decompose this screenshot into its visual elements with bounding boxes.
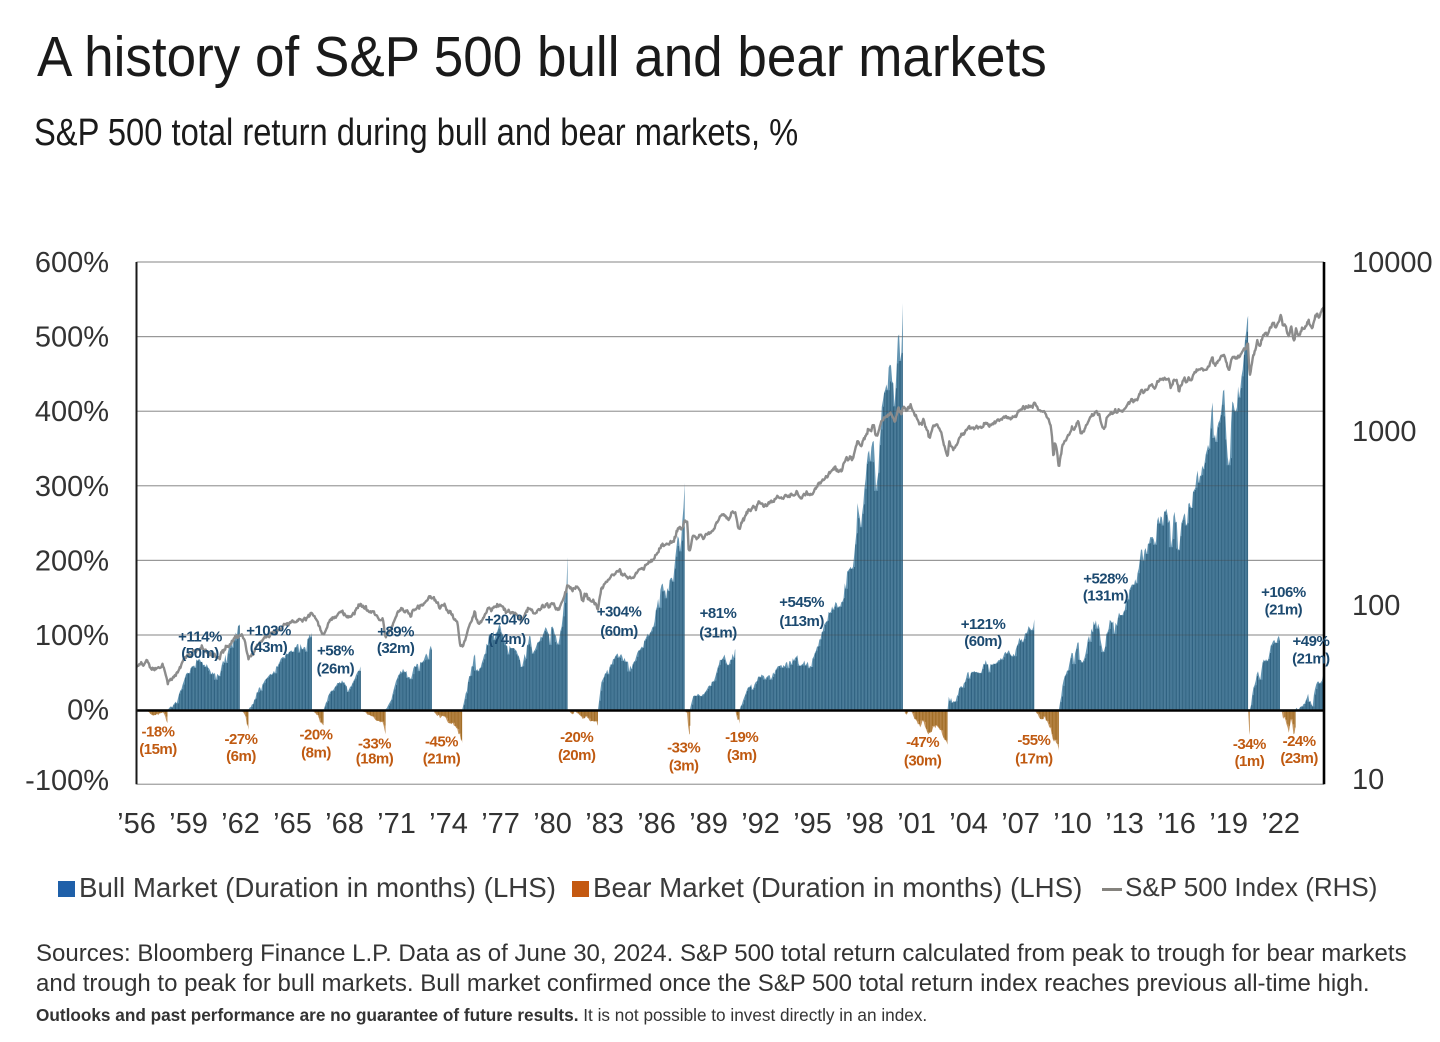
svg-text:’07: ’07	[1001, 808, 1040, 840]
svg-text:+545%: +545%	[779, 594, 824, 611]
svg-text:+304%: +304%	[597, 604, 642, 621]
svg-text:+49%: +49%	[1293, 633, 1330, 650]
svg-text:’77: ’77	[481, 808, 520, 840]
svg-text:’95: ’95	[793, 808, 832, 840]
svg-text:+58%: +58%	[317, 643, 354, 660]
svg-text:-20%: -20%	[299, 727, 332, 744]
svg-text:300%: 300%	[35, 471, 109, 503]
svg-text:(23m): (23m)	[1280, 750, 1318, 767]
svg-text:’89: ’89	[689, 808, 728, 840]
svg-text:(8m): (8m)	[301, 745, 331, 762]
svg-text:+204%: +204%	[485, 612, 530, 629]
svg-text:+81%: +81%	[700, 605, 737, 622]
svg-text:’13: ’13	[1105, 808, 1144, 840]
svg-text:100%: 100%	[35, 620, 109, 652]
svg-text:(31m): (31m)	[699, 624, 737, 641]
svg-text:’01: ’01	[897, 808, 936, 840]
svg-text:+528%: +528%	[1083, 571, 1128, 588]
svg-text:’92: ’92	[741, 808, 780, 840]
svg-text:(113m): (113m)	[779, 613, 824, 630]
svg-text:(18m): (18m)	[356, 751, 394, 768]
svg-text:-24%: -24%	[1283, 733, 1316, 750]
svg-text:(50m): (50m)	[181, 645, 219, 662]
svg-text:-45%: -45%	[425, 734, 458, 751]
svg-text:+114%: +114%	[178, 629, 222, 646]
svg-text:(43m): (43m)	[250, 639, 288, 656]
svg-text:’16: ’16	[1157, 808, 1196, 840]
svg-text:’98: ’98	[845, 808, 884, 840]
svg-text:+89%: +89%	[377, 624, 414, 641]
svg-text:(60m): (60m)	[600, 623, 638, 640]
svg-text:’80: ’80	[533, 808, 572, 840]
svg-text:’74: ’74	[429, 808, 468, 840]
svg-text:+121%: +121%	[961, 616, 1006, 633]
svg-text:’62: ’62	[221, 808, 260, 840]
svg-text:’04: ’04	[949, 808, 988, 840]
svg-text:-55%: -55%	[1017, 732, 1050, 749]
svg-text:(131m): (131m)	[1083, 587, 1129, 604]
svg-text:’19: ’19	[1209, 808, 1248, 840]
svg-text:(60m): (60m)	[964, 633, 1002, 650]
svg-text:-33%: -33%	[667, 739, 700, 756]
svg-text:500%: 500%	[35, 322, 109, 354]
svg-text:-20%: -20%	[560, 729, 593, 746]
svg-text:(6m): (6m)	[226, 748, 256, 765]
svg-text:(32m): (32m)	[377, 640, 415, 657]
svg-text:’83: ’83	[585, 808, 624, 840]
svg-text:1000: 1000	[1352, 416, 1417, 448]
svg-text:’68: ’68	[325, 808, 364, 840]
svg-text:(3m): (3m)	[727, 747, 757, 764]
svg-text:’86: ’86	[637, 808, 676, 840]
svg-text:10: 10	[1352, 764, 1384, 796]
svg-text:600%: 600%	[35, 247, 109, 279]
svg-text:0%: 0%	[67, 695, 109, 727]
svg-text:(74m): (74m)	[488, 631, 526, 648]
svg-text:200%: 200%	[35, 545, 109, 577]
svg-text:’71: ’71	[377, 808, 416, 840]
svg-text:100: 100	[1352, 590, 1400, 622]
svg-text:-27%: -27%	[224, 731, 257, 748]
svg-text:(21m): (21m)	[423, 751, 461, 768]
svg-text:-100%: -100%	[25, 765, 109, 797]
svg-text:-18%: -18%	[141, 724, 174, 741]
svg-text:400%: 400%	[35, 396, 109, 428]
svg-text:(1m): (1m)	[1235, 753, 1265, 770]
svg-text:(26m): (26m)	[317, 660, 355, 677]
svg-text:-19%: -19%	[725, 729, 758, 746]
svg-text:’65: ’65	[273, 808, 312, 840]
svg-text:+106%: +106%	[1261, 584, 1306, 601]
svg-text:-34%: -34%	[1233, 736, 1266, 753]
svg-text:-33%: -33%	[358, 736, 391, 753]
svg-text:(21m): (21m)	[1265, 602, 1303, 619]
svg-text:(3m): (3m)	[669, 758, 699, 775]
svg-text:(15m): (15m)	[139, 741, 177, 758]
svg-text:(30m): (30m)	[904, 752, 942, 769]
svg-text:’56: ’56	[117, 808, 156, 840]
svg-text:’10: ’10	[1053, 808, 1092, 840]
svg-text:’59: ’59	[169, 808, 208, 840]
svg-text:’22: ’22	[1261, 808, 1300, 840]
svg-text:(17m): (17m)	[1015, 750, 1053, 767]
svg-text:(20m): (20m)	[558, 747, 596, 764]
svg-text:-47%: -47%	[906, 734, 939, 751]
svg-text:10000: 10000	[1352, 247, 1433, 279]
svg-text:(21m): (21m)	[1292, 651, 1330, 668]
svg-text:+103%: +103%	[246, 623, 291, 640]
